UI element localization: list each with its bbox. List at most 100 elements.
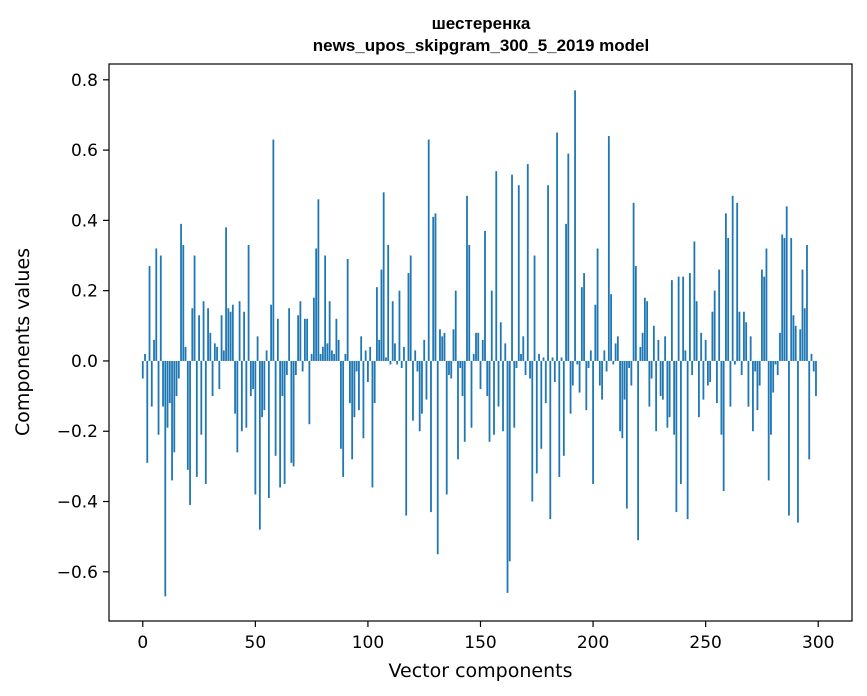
bar-40 [231, 304, 234, 361]
bar-159 [499, 322, 502, 361]
bar-190 [569, 360, 572, 414]
bar-63 [283, 360, 286, 484]
bar-174 [533, 255, 536, 361]
bar-135 [445, 360, 448, 495]
bar-253 [711, 311, 714, 361]
bar-209 [612, 360, 615, 365]
x-tick-label: 200 [577, 633, 609, 653]
bar-108 [385, 357, 387, 361]
bar-203 [598, 360, 601, 386]
bar-219 [634, 266, 637, 361]
bar-56 [267, 360, 270, 498]
y-tick-label: 0.2 [71, 282, 98, 302]
bar-8 [159, 255, 162, 361]
bar-61 [279, 360, 282, 488]
bar-218 [632, 202, 635, 361]
bar-33 [216, 346, 218, 361]
bar-23 [193, 255, 196, 361]
y-tick-label: 0.0 [71, 352, 98, 372]
bar-262 [731, 195, 734, 361]
bar-110 [389, 360, 392, 365]
bar-184 [556, 132, 558, 361]
y-tick-label: −0.4 [57, 493, 98, 513]
bar-151 [481, 339, 484, 361]
bar-68 [294, 360, 297, 376]
bar-126 [425, 360, 428, 400]
bar-270 [749, 336, 752, 361]
bar-34 [218, 360, 221, 390]
bar-239 [679, 360, 682, 484]
bar-119 [409, 255, 412, 361]
bar-208 [610, 294, 612, 361]
bar-22 [191, 308, 194, 361]
bar-70 [299, 301, 302, 361]
x-axis-label: Vector components [389, 660, 573, 682]
y-tick-label: −0.6 [57, 563, 98, 583]
bar-65 [288, 308, 291, 361]
bar-179 [544, 360, 547, 404]
bar-177 [540, 360, 543, 449]
bar-287 [788, 360, 790, 516]
bar-291 [797, 360, 799, 523]
bar-148 [475, 332, 477, 361]
bar-282 [776, 360, 779, 376]
bar-197 [585, 360, 588, 411]
bar-294 [803, 308, 806, 361]
bar-251 [707, 360, 709, 386]
bar-170 [524, 360, 527, 376]
bars-group [141, 90, 817, 597]
bar-55 [265, 350, 268, 361]
bar-24 [195, 360, 198, 477]
bar-69 [297, 315, 300, 361]
bar-107 [382, 192, 385, 361]
bar-281 [774, 360, 777, 365]
bar-123 [418, 360, 421, 432]
bar-263 [734, 360, 736, 365]
x-tick-label: 0 [137, 633, 148, 653]
bar-114 [398, 290, 401, 361]
bar-103 [373, 360, 376, 404]
bar-78 [317, 199, 320, 361]
bar-183 [553, 360, 556, 383]
bar-274 [758, 360, 761, 386]
bar-66 [290, 360, 293, 463]
bar-192 [574, 90, 576, 361]
bar-267 [743, 311, 745, 361]
bar-176 [538, 353, 540, 361]
bar-74 [308, 360, 311, 425]
bar-297 [810, 353, 813, 361]
bar-193 [576, 360, 579, 365]
bar-182 [551, 357, 554, 361]
bar-214 [623, 360, 626, 400]
bar-26 [200, 360, 203, 435]
bar-106 [380, 269, 383, 361]
bar-89 [342, 360, 345, 477]
bar-124 [421, 360, 423, 414]
bar-299 [815, 360, 817, 397]
bar-111 [391, 301, 394, 361]
bar-136 [448, 360, 450, 376]
bar-188 [565, 223, 567, 361]
bar-85 [333, 353, 336, 361]
bar-246 [695, 301, 698, 361]
bar-178 [542, 357, 545, 361]
bar-244 [691, 360, 694, 376]
bar-280 [772, 360, 775, 393]
bar-292 [799, 329, 802, 361]
bar-155 [490, 290, 493, 361]
bar-171 [526, 164, 529, 361]
bar-79 [319, 353, 322, 361]
bar-168 [520, 353, 522, 361]
bar-220 [637, 360, 640, 541]
bar-189 [567, 153, 570, 361]
bar-59 [274, 360, 277, 456]
bar-227 [652, 325, 655, 361]
bar-173 [531, 360, 534, 502]
bar-172 [529, 360, 531, 379]
bar-83 [328, 301, 331, 361]
bar-131 [436, 360, 439, 555]
bar-81 [324, 255, 327, 361]
bar-39 [229, 311, 232, 361]
bar-9 [162, 360, 164, 407]
bar-48 [249, 360, 252, 397]
